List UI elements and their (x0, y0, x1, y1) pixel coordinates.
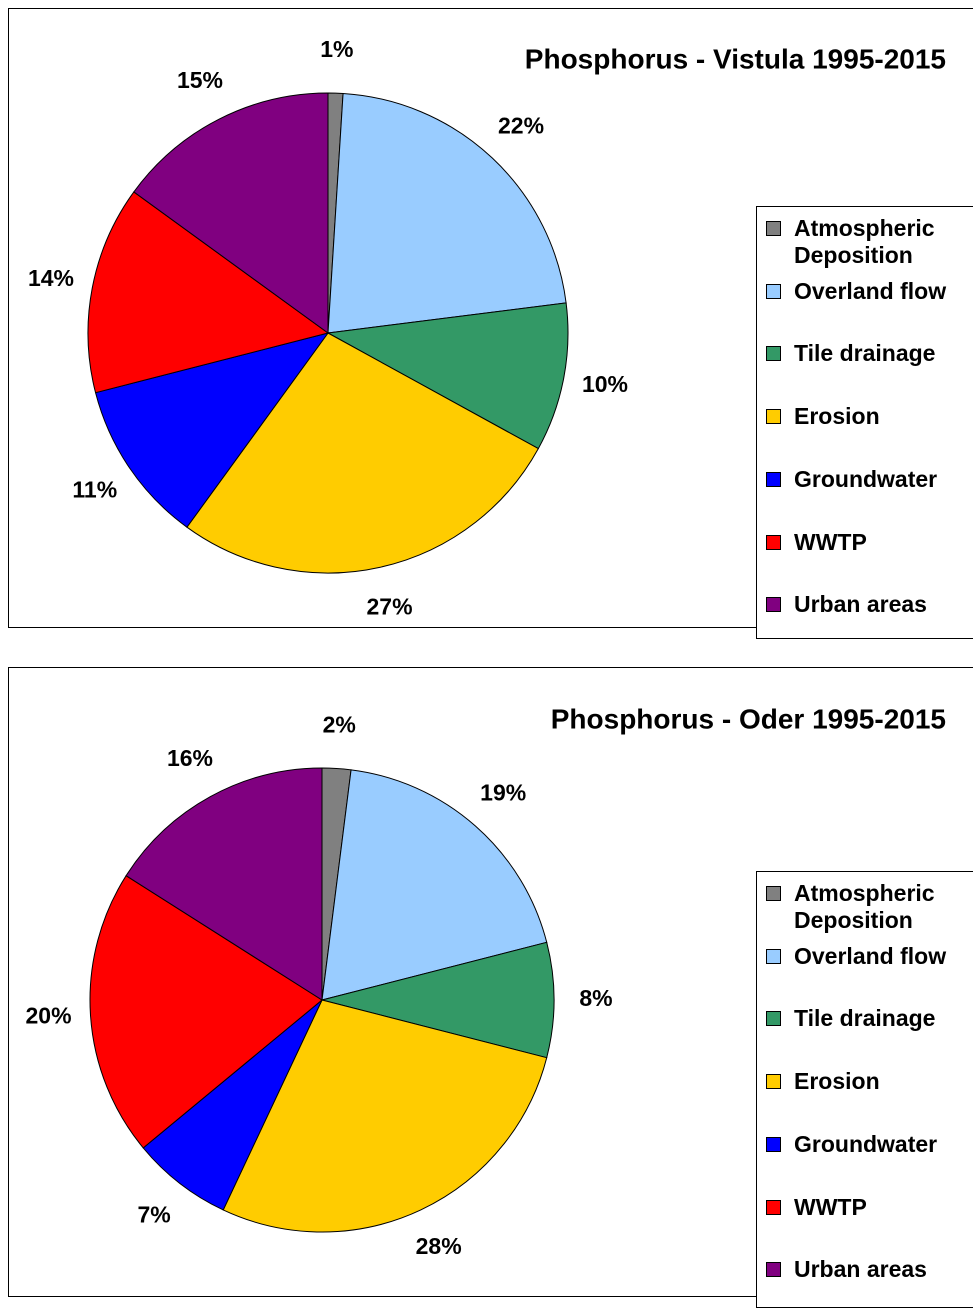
data-label: 1% (320, 36, 353, 62)
pie-slice (94, 332, 330, 528)
legend-item: Erosion (766, 1068, 957, 1095)
chart: Phosphorus - Vistula 1995-2015 1% 22% 10% 27… (28, 36, 946, 619)
legend-swatch (766, 471, 781, 487)
pie-slice (321, 941, 555, 1059)
pie-slice (327, 92, 567, 334)
legend-item: Tile drainage (766, 340, 957, 367)
legend-label: Tile drainage (794, 1005, 936, 1032)
legend-item: WWTP (766, 528, 957, 556)
legend-item: Urban areas (766, 591, 957, 618)
chart-panel: Phosphorus - Vistula 1995-2015 1% 22% 10% 27… (8, 8, 973, 639)
pie-slice (87, 191, 330, 394)
legend-label: Groundwater (794, 1130, 938, 1157)
legend-swatch (766, 534, 781, 550)
pie-slice (89, 874, 323, 1149)
legend-label: WWTP (794, 1193, 867, 1220)
pie-slice (142, 999, 323, 1211)
data-label: 16% (167, 745, 213, 771)
data-label: 7% (137, 1202, 170, 1228)
data-label: 27% (366, 593, 412, 619)
legend-swatch (766, 409, 781, 425)
data-label: 8% (579, 985, 612, 1011)
legend-item: Urban areas (766, 1256, 957, 1283)
chart: Phosphorus - Oder 1995-2015 2% 19% 8% 28% 7% 2… (26, 703, 946, 1259)
legend-item: Tile drainage (766, 1005, 957, 1032)
legend-label: Overland flow (794, 277, 947, 304)
legend-swatch (766, 597, 781, 613)
legend-swatch (766, 1199, 781, 1215)
legend-swatch (766, 1011, 781, 1027)
legend-item: Erosion (766, 403, 957, 430)
pie-slice (222, 999, 548, 1233)
legend-swatch (766, 346, 781, 362)
legend-label: Urban areas (794, 591, 927, 618)
legend-item: Atmospheric Deposition (766, 880, 957, 934)
legend-label: Erosion (794, 1068, 880, 1095)
pie-slice (125, 767, 323, 1001)
legend-label: Tile drainage (794, 340, 936, 367)
legend-swatch (766, 1074, 781, 1090)
data-label: 22% (498, 113, 544, 139)
legend-label: Atmospheric Deposition (794, 215, 935, 268)
legend-swatch (766, 886, 781, 901)
legend-label: Atmospheric Deposition (794, 880, 935, 933)
legend-label: Erosion (794, 403, 880, 430)
chart-title: Phosphorus - Oder 1995-2015 (551, 703, 946, 734)
data-label: 2% (323, 712, 356, 738)
data-label: 20% (26, 1002, 72, 1028)
data-label: 14% (28, 265, 74, 291)
legend-item: Overland flow (766, 277, 957, 305)
chart-title: Phosphorus - Vistula 1995-2015 (525, 43, 946, 74)
legend-swatch (766, 948, 781, 964)
legend-label: Urban areas (794, 1256, 927, 1283)
legend-label: Overland flow (794, 942, 947, 969)
chart-panel: Phosphorus - Oder 1995-2015 2% 19% 8% 28% 7% 2… (8, 667, 973, 1308)
data-label: 15% (177, 67, 223, 93)
legend-swatch (766, 283, 781, 299)
legend-item: WWTP (766, 1193, 957, 1221)
legend-swatch (766, 1262, 781, 1278)
legend: Atmospheric Deposition Overland flow Tile … (756, 206, 973, 639)
legend-swatch (766, 1136, 781, 1152)
legend: Atmospheric Deposition Overland flow Tile … (756, 871, 973, 1308)
data-label: 28% (416, 1233, 462, 1259)
pie-slice (186, 332, 539, 574)
legend-label: Groundwater (794, 465, 938, 492)
pie-slice (326, 302, 569, 450)
data-label: 11% (72, 477, 117, 503)
data-label: 19% (480, 780, 526, 806)
legend-item: Groundwater (766, 465, 957, 493)
legend-swatch (766, 221, 781, 236)
pie-slice (133, 92, 329, 334)
legend-item: Overland flow (766, 942, 957, 970)
legend-item: Atmospheric Deposition (766, 215, 957, 269)
legend-item: Groundwater (766, 1130, 957, 1158)
legend-label: WWTP (794, 528, 867, 555)
data-label: 10% (582, 371, 628, 397)
pie-slice (321, 769, 548, 1001)
